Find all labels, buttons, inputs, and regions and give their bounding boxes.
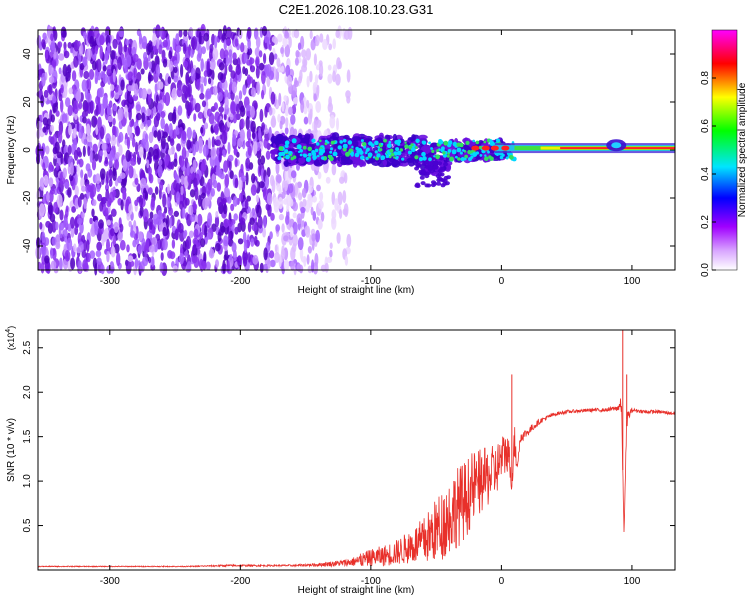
- snr-scale-prefix: (x10: [6, 333, 16, 351]
- colorbar-tick-label: 0.8: [700, 71, 711, 85]
- spectrogram-cloud: [35, 23, 353, 277]
- y-tick-label: 40: [22, 48, 33, 60]
- y-tick-label: -20: [22, 190, 33, 205]
- snr-series-line: [37, 330, 676, 568]
- y-tick-label: 0.5: [22, 518, 33, 532]
- chart-title: C2E1.2026.108.10.23.G31: [279, 2, 434, 17]
- y-tick-label: 2.5: [22, 340, 33, 354]
- x-tick-label: -200: [230, 576, 250, 587]
- snr-y-axis: 0.5 1.0 1.5 2.0 2.5: [22, 340, 675, 533]
- colorbar-tick-label: 0.0: [700, 263, 711, 277]
- y-tick-label: -40: [22, 238, 33, 253]
- colorbar-axis: 0.0 0.2 0.4 0.6 0.8: [700, 71, 716, 277]
- colorbar-tick-label: 0.6: [700, 119, 711, 133]
- colorbar-gradient: [711, 29, 738, 271]
- x-tick-label: 0: [499, 576, 505, 587]
- y-tick-label: 1.0: [22, 474, 33, 488]
- spectrogram-x-label: Height of straight line (km): [298, 285, 415, 296]
- x-tick-label: -100: [361, 276, 381, 287]
- spectrogram-y-axis: -40 -20 0 20 40: [22, 48, 675, 253]
- x-tick-label: -300: [100, 576, 120, 587]
- y-tick-label: 0: [22, 147, 33, 153]
- y-tick-label: 1.5: [22, 429, 33, 443]
- x-tick-label: -100: [361, 576, 381, 587]
- y-tick-label: 2.0: [22, 385, 33, 399]
- snr-panel: -300 -200 -100 0 100 0.5 1.0 1.5 2.0 2.5 Height …: [5, 326, 676, 596]
- colorbar-label: Normalized spectral amplitude: [737, 82, 748, 217]
- snr-x-label: Height of straight line (km): [298, 585, 415, 596]
- x-tick-label: 100: [624, 276, 641, 287]
- snr-scale-note: (x104): [5, 326, 16, 350]
- x-tick-label: -300: [100, 276, 120, 287]
- snr-line: [37, 398, 676, 568]
- snr-frame: [37, 329, 676, 571]
- colorbar-tick-label: 0.4: [700, 167, 711, 181]
- snr-scale-exp: 4: [5, 329, 12, 333]
- spectrogram-y-label: Frequency (Hz): [6, 116, 17, 185]
- colorbar-tick-label: 0.2: [700, 215, 711, 229]
- x-tick-label: 100: [624, 576, 641, 587]
- snr-y-label: SNR (10 * v/v): [6, 418, 17, 482]
- spectrogram-x-axis: -300 -200 -100 0 100: [100, 30, 641, 287]
- x-tick-label: -200: [230, 276, 250, 287]
- y-tick-label: 20: [22, 96, 33, 108]
- x-tick-label: 0: [499, 276, 505, 287]
- spectrogram-carrier-band: [269, 132, 675, 188]
- snr-plot-bg: [38, 330, 675, 570]
- snr-scale-suffix: ): [6, 326, 16, 329]
- colorbar: 0.0 0.2 0.4 0.6 0.8 Normalized spectral ampl…: [700, 29, 748, 277]
- snr-x-axis: -300 -200 -100 0 100: [100, 330, 641, 587]
